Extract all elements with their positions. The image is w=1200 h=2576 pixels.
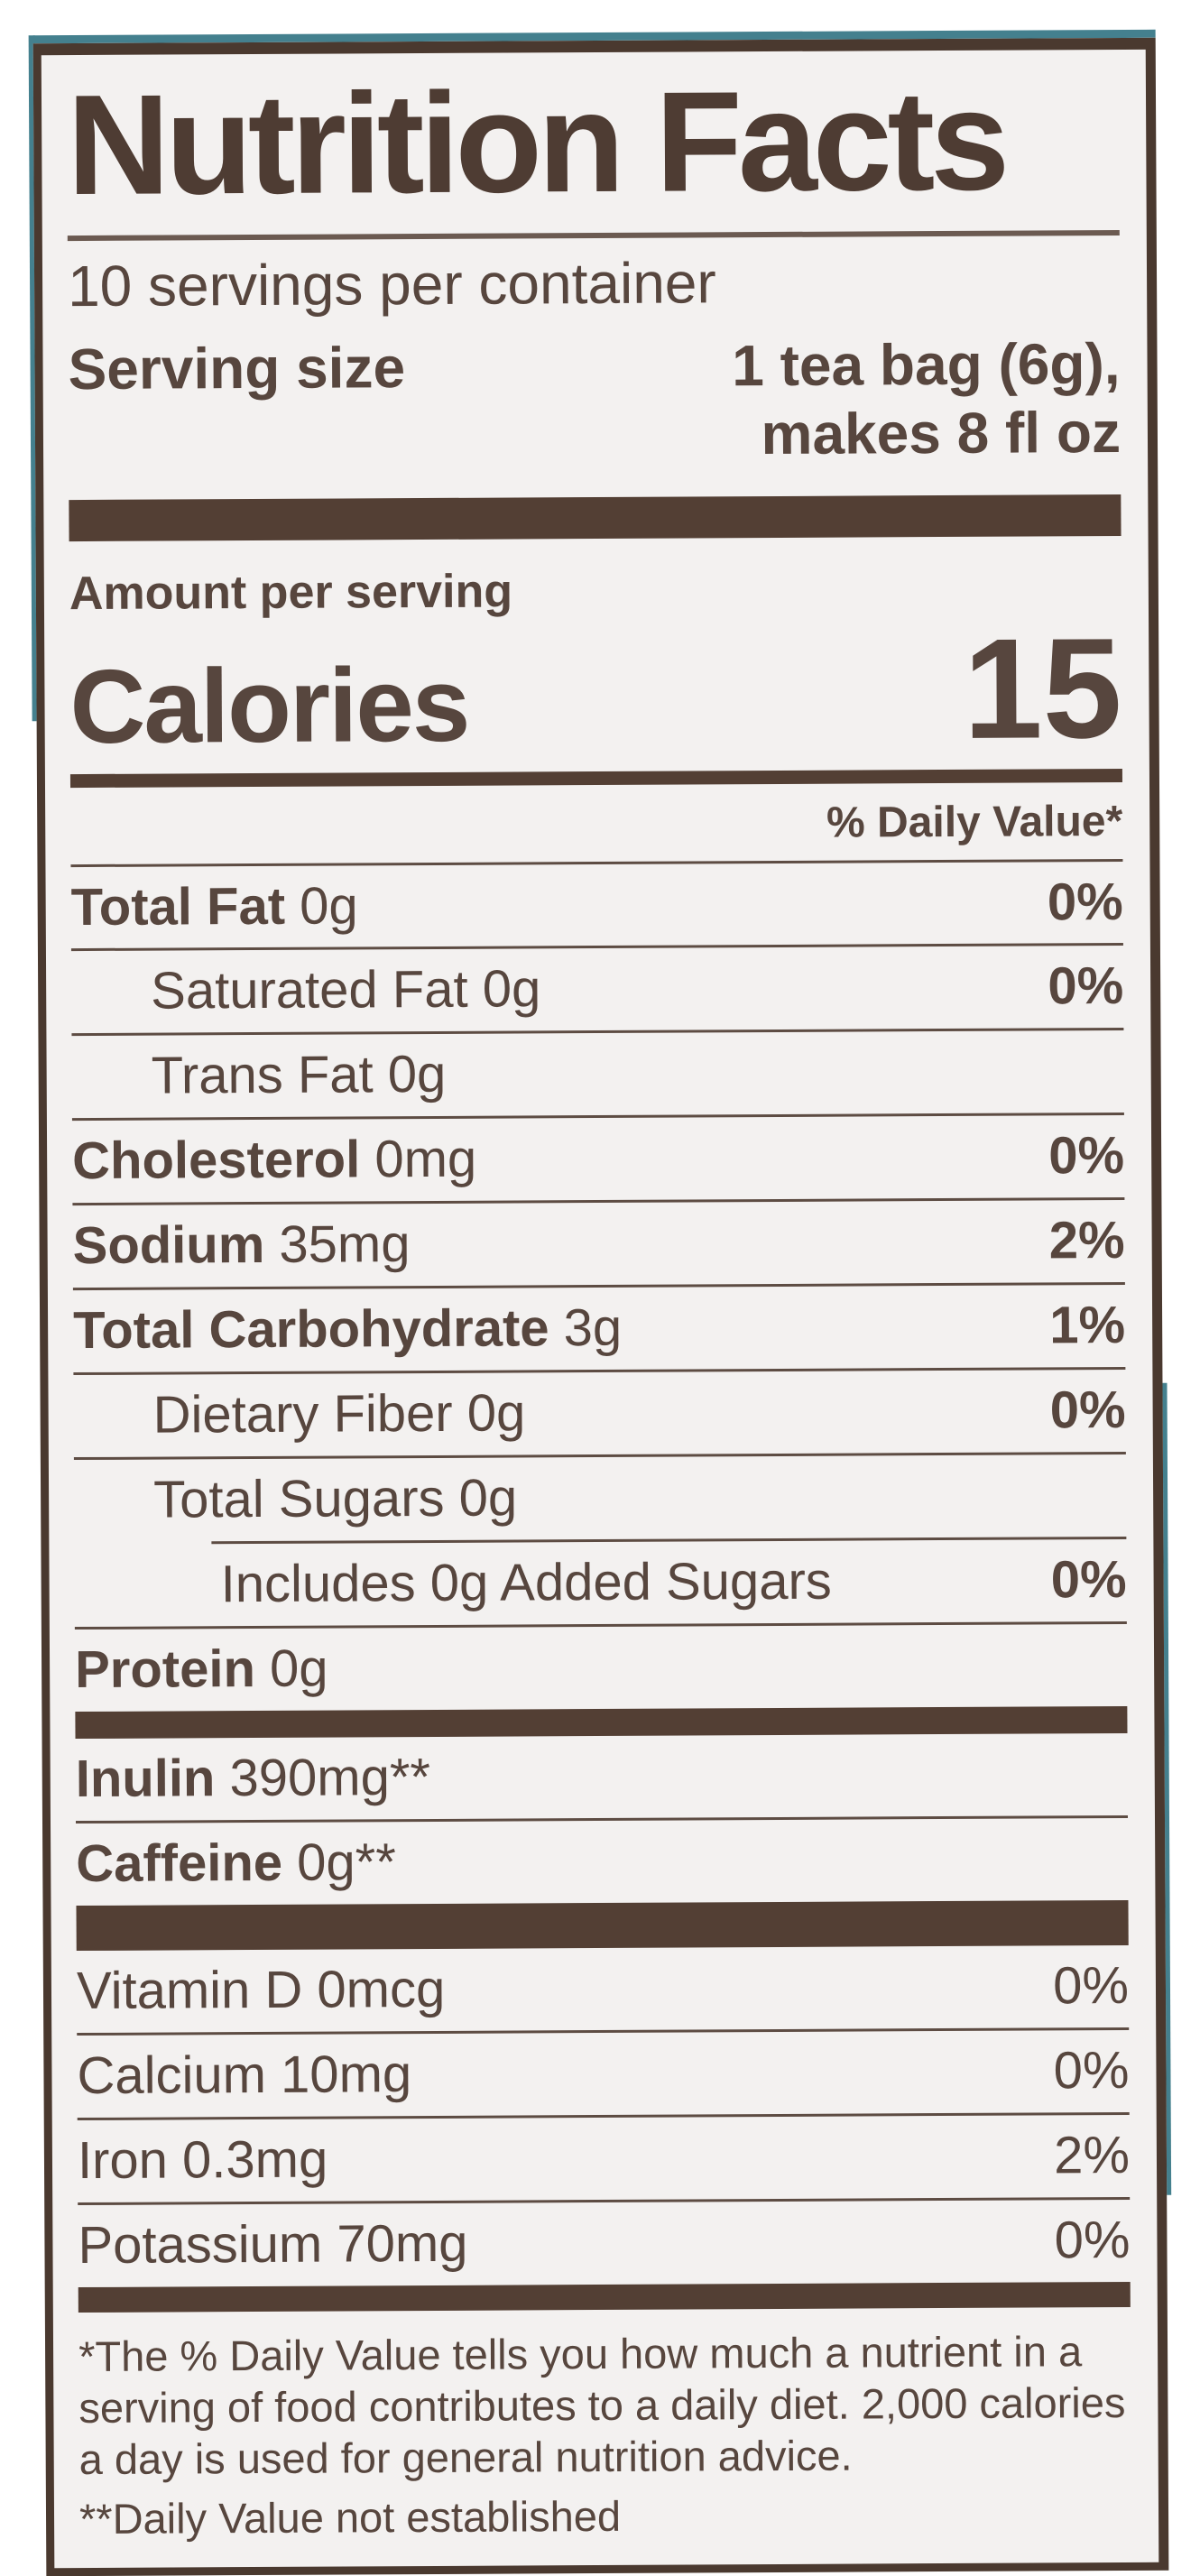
nutrient-percent: 2%	[1053, 2125, 1131, 2185]
calories-value: 15	[963, 608, 1122, 769]
row-added-sugars: Includes 0g Added Sugars 0%	[74, 1539, 1126, 1627]
calories-row: Calories 15	[69, 608, 1122, 769]
nutrient-percent: 0%	[1053, 2040, 1130, 2101]
nutrient-percent: 0%	[1052, 1955, 1130, 2016]
serving-size-value: 1 tea bag (6g), makes 8 fl oz	[732, 330, 1121, 468]
nutrient-name: Protein 0g	[74, 1639, 328, 1700]
nutrient-name: Total Sugars 0g	[152, 1468, 518, 1529]
label-photo: Nutrition Facts 10 servings per containe…	[28, 29, 1172, 2576]
row-dietary-fiber: Dietary Fiber 0g 0%	[73, 1367, 1126, 1458]
nutrient-name: Saturated Fat 0g	[151, 959, 541, 1021]
nutrient-name: Trans Fat 0g	[151, 1045, 447, 1106]
row-vitamin-d: Vitamin D 0mcg 0%	[77, 1945, 1129, 2033]
row-potassium: Potassium 70mg 0%	[78, 2196, 1131, 2287]
row-iron: Iron 0.3mg 2%	[77, 2111, 1131, 2202]
section-divider-thick	[78, 2281, 1131, 2313]
section-divider-thick	[69, 494, 1122, 541]
calories-label: Calories	[69, 645, 469, 765]
row-sodium: Sodium 35mg 2%	[72, 1197, 1125, 1288]
serving-size-row: Serving size 1 tea bag (6g), makes 8 fl …	[68, 330, 1121, 472]
nutrient-percent: 0%	[1049, 1380, 1126, 1440]
row-saturated-fat: Saturated Fat 0g 0%	[70, 943, 1124, 1034]
nutrition-label-outer: Nutrition Facts 10 servings per containe…	[28, 29, 1172, 2576]
row-protein: Protein 0g	[74, 1621, 1128, 1713]
section-divider-thick	[76, 1899, 1129, 1952]
row-total-fat: Total Fat 0g 0%	[70, 858, 1123, 949]
title-divider	[67, 229, 1120, 241]
nutrient-name: Dietary Fiber 0g	[152, 1383, 526, 1445]
nutrient-percent: 0%	[1048, 1126, 1125, 1186]
nutrient-name: Vitamin D 0mcg	[76, 1959, 446, 2021]
nutrient-percent: 0%	[1048, 956, 1124, 1016]
nutrition-label: Nutrition Facts 10 servings per containe…	[32, 37, 1169, 2576]
nutrient-name: Potassium 70mg	[78, 2213, 468, 2275]
row-total-sugars: Total Sugars 0g	[73, 1452, 1127, 1543]
daily-value-header: % Daily Value*	[826, 797, 1123, 847]
row-caffeine: Caffeine 0g**	[75, 1814, 1129, 1907]
serving-size-label: Serving size	[68, 335, 406, 402]
footnote-daily-value: *The % Daily Value tells you how much a …	[78, 2326, 1126, 2484]
row-calcium: Calcium 10mg 0%	[77, 2027, 1130, 2118]
footnote-not-established: **Daily Value not established	[78, 2491, 622, 2543]
row-trans-fat: Trans Fat 0g	[71, 1028, 1124, 1119]
row-cholesterol: Cholesterol 0mg 0%	[71, 1113, 1125, 1204]
serving-size-value-line2: makes 8 fl oz	[761, 399, 1122, 467]
nutrient-percent: 0%	[1054, 2210, 1131, 2270]
nutrient-percent: 0%	[1050, 1550, 1127, 1610]
nutrient-name: Sodium 35mg	[72, 1214, 411, 1276]
nutrient-name: Caffeine 0g**	[76, 1833, 397, 1894]
nutrient-name: Calcium 10mg	[77, 2045, 412, 2105]
footnotes: *The % Daily Value tells you how much a …	[78, 2325, 1131, 2544]
nutrient-name: Cholesterol 0mg	[71, 1130, 477, 1191]
nutrient-percent: 1%	[1049, 1296, 1126, 1355]
nutrient-name: Includes 0g Added Sugars	[220, 1551, 832, 1614]
nutrient-name: Iron 0.3mg	[77, 2129, 328, 2190]
nutrient-percent: 0%	[1047, 872, 1123, 931]
nutrient-name: Total Fat 0g	[70, 875, 358, 937]
serving-size-value-line1: 1 tea bag (6g),	[732, 331, 1121, 399]
nutrient-name: Total Carbohydrate 3g	[72, 1298, 623, 1361]
row-total-carbohydrate: Total Carbohydrate 3g 1%	[72, 1282, 1126, 1373]
nutrient-percent: 2%	[1048, 1211, 1125, 1270]
servings-per-container: 10 servings per container	[67, 250, 716, 319]
nutrient-name: Inulin 390mg**	[75, 1748, 431, 1809]
label-title: Nutrition Facts	[66, 60, 1006, 226]
row-inulin: Inulin 390mg**	[76, 1733, 1128, 1821]
